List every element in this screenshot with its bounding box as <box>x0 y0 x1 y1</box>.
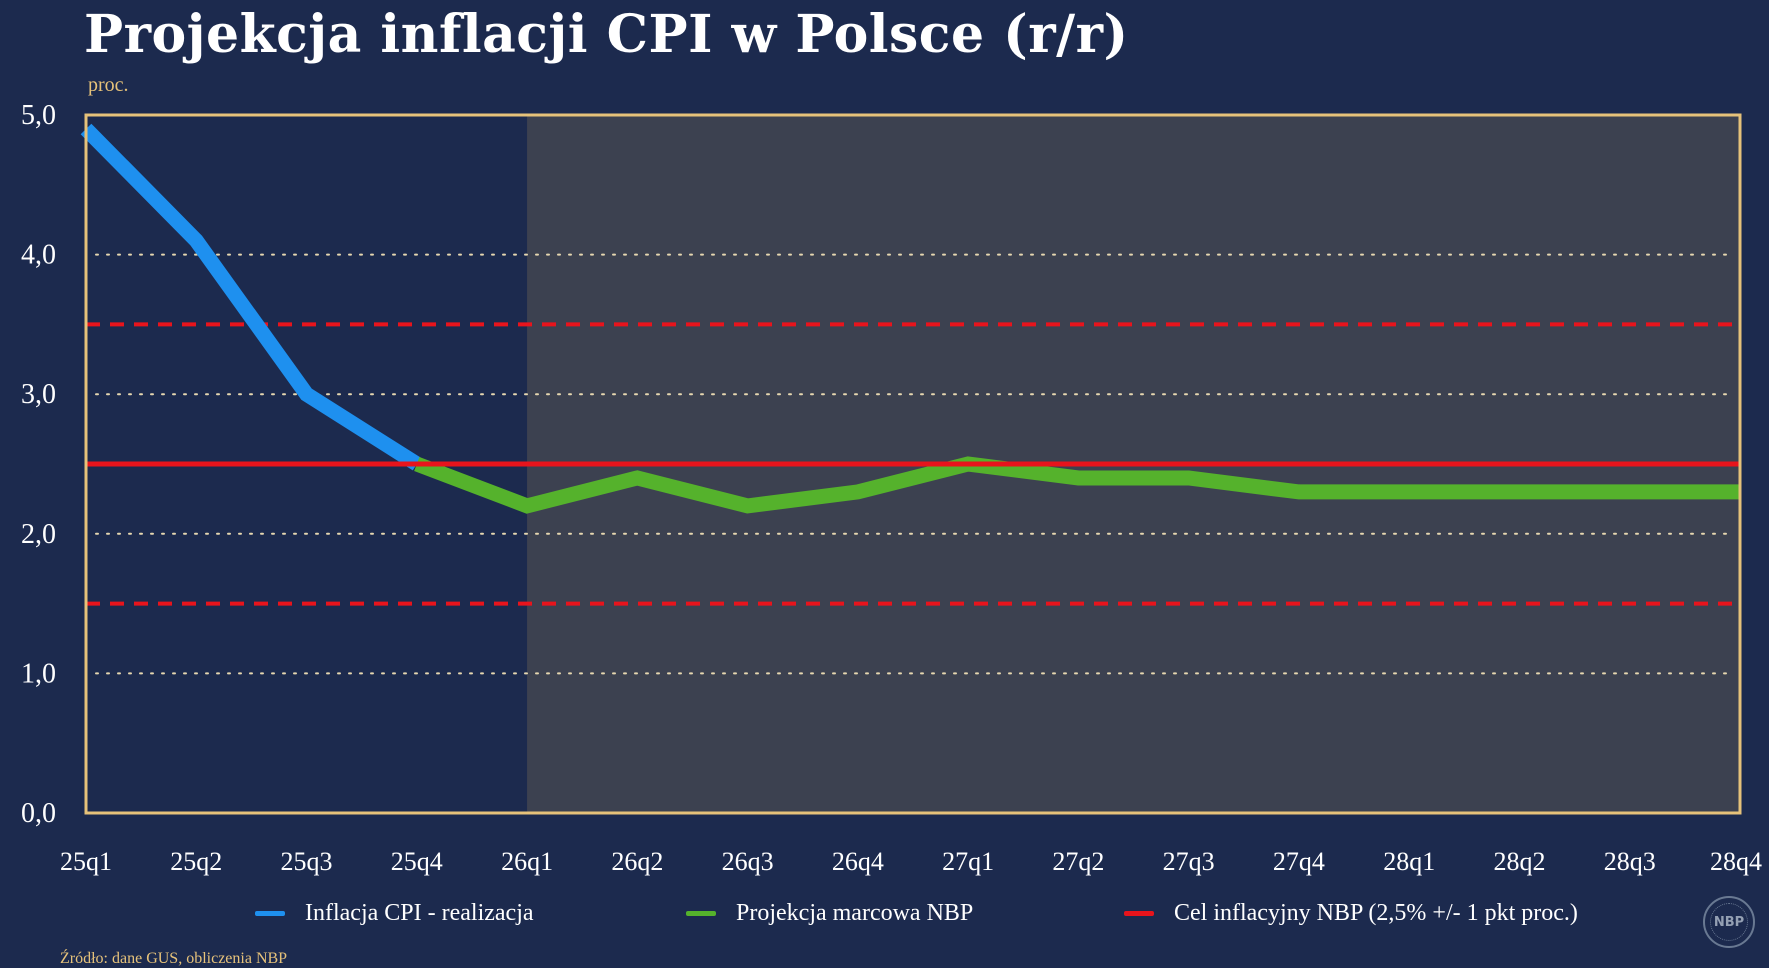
y-tick-label: 4,0 <box>21 240 56 271</box>
x-tick-label: 27q2 <box>1052 847 1104 876</box>
y-tick-label: 1,0 <box>21 658 56 689</box>
x-tick-label: 25q2 <box>170 847 222 876</box>
realization-line <box>80 123 421 471</box>
x-tick-label: 26q4 <box>832 847 884 876</box>
y-tick-label: 0,0 <box>21 798 56 829</box>
x-tick-label: 28q3 <box>1604 847 1656 876</box>
legend-item-projection: Projekcja marcowa NBP <box>686 900 973 927</box>
plot-frame <box>84 113 1742 815</box>
x-tick-label: 28q2 <box>1493 847 1545 876</box>
x-tick-label: 27q4 <box>1273 847 1325 876</box>
legend-item-target: Cel inflacyjny NBP (2,5% +/- 1 pkt proc.… <box>1124 900 1578 927</box>
legend-swatch-target <box>1124 911 1154 916</box>
x-tick-label: 26q1 <box>501 847 553 876</box>
x-tick-label: 28q1 <box>1383 847 1435 876</box>
y-tick-label: 5,0 <box>21 100 56 131</box>
source-note: Źródło: dane GUS, obliczenia NBP <box>60 950 288 967</box>
chart-title: Projekcja inflacji CPI w Polsce (r/r) <box>84 4 1129 65</box>
legend-swatch-realization <box>255 911 285 916</box>
legend: Inflacja CPI - realizacja Projekcja marc… <box>0 900 1769 940</box>
legend-swatch-projection <box>686 911 716 916</box>
x-tick-label: 27q1 <box>942 847 994 876</box>
x-tick-label: 25q3 <box>281 847 333 876</box>
legend-label-realization: Inflacja CPI - realizacja <box>305 900 534 926</box>
y-tick-label: 2,0 <box>21 519 56 550</box>
legend-item-realization: Inflacja CPI - realizacja <box>255 900 534 927</box>
x-tick-label: 27q3 <box>1163 847 1215 876</box>
x-tick-label: 26q3 <box>722 847 774 876</box>
nbp-logo-icon: NBP <box>1703 896 1755 948</box>
x-tick-label: 25q4 <box>391 847 443 876</box>
x-tick-label: 28q4 <box>1710 847 1762 876</box>
x-tick-label: 25q1 <box>60 847 112 876</box>
y-tick-label: 3,0 <box>21 379 56 410</box>
x-tick-label: 26q2 <box>611 847 663 876</box>
legend-label-target: Cel inflacyjny NBP (2,5% +/- 1 pkt proc.… <box>1174 900 1578 926</box>
projection-line <box>414 456 1740 514</box>
y-axis-unit: proc. <box>88 74 129 96</box>
legend-label-projection: Projekcja marcowa NBP <box>736 900 974 926</box>
logo-text: NBP <box>1713 914 1745 930</box>
